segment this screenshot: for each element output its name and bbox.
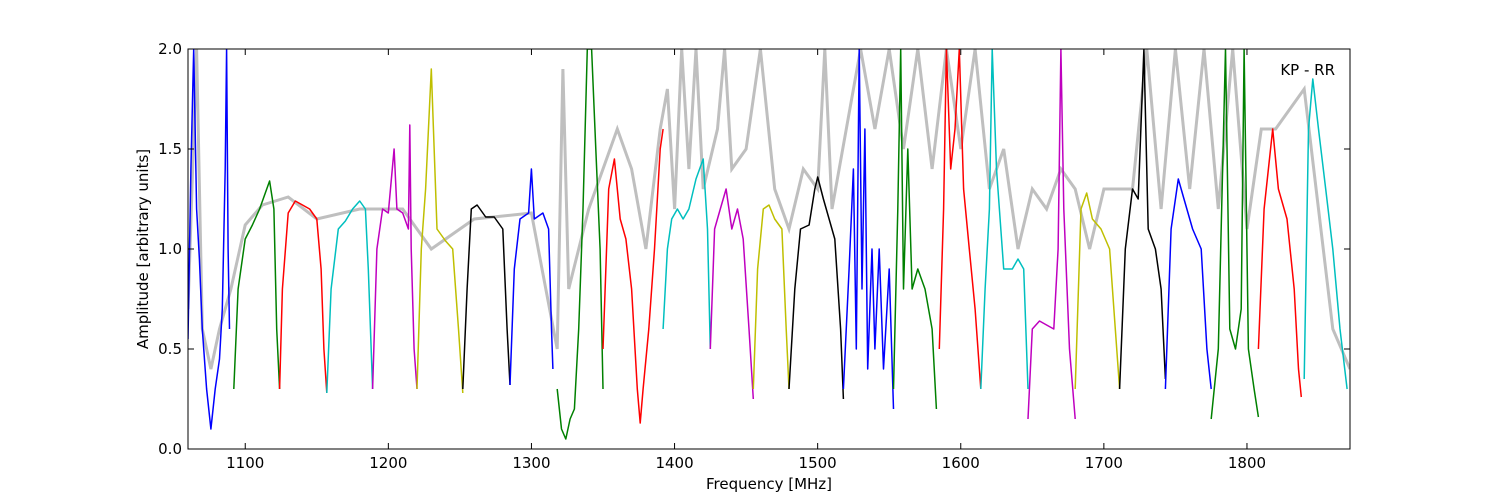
series-line-3 xyxy=(278,200,328,394)
chart-annotation: KP - RR xyxy=(1280,61,1335,79)
series-line-1 xyxy=(188,49,231,430)
series-line-15 xyxy=(842,49,895,410)
x-tick-label: 1400 xyxy=(655,454,693,472)
plot-area xyxy=(188,49,1350,440)
series-line-25 xyxy=(1303,78,1348,390)
series-line-14 xyxy=(788,176,845,400)
x-axis-label: Frequency [MHz] xyxy=(706,475,832,493)
y-tick-label: 0.5 xyxy=(158,340,182,358)
y-tick-label: 1.0 xyxy=(158,240,182,258)
series-line-20 xyxy=(1074,192,1121,390)
series-line-17 xyxy=(938,49,982,390)
x-tick-label: 1600 xyxy=(942,454,980,472)
series-line-9 xyxy=(556,49,604,440)
x-tick-label: 1200 xyxy=(369,454,407,472)
series-line-7 xyxy=(462,204,511,390)
background-series-line xyxy=(188,49,1350,370)
series-line-4 xyxy=(326,200,374,394)
series-line-24 xyxy=(1257,128,1303,398)
x-tick-label: 1500 xyxy=(799,454,837,472)
y-axis-label: Amplitude [arbitrary units] xyxy=(134,149,152,349)
series-line-8 xyxy=(509,168,554,386)
series-line-19 xyxy=(1027,49,1076,420)
series-line-16 xyxy=(892,49,938,410)
x-tick-label: 1800 xyxy=(1228,454,1266,472)
series-line-2 xyxy=(233,180,281,390)
x-tick-label: 1300 xyxy=(512,454,550,472)
series-line-18 xyxy=(980,49,1029,390)
x-tick-label: 1700 xyxy=(1085,454,1123,472)
y-tick-label: 1.5 xyxy=(158,140,182,158)
series-line-10 xyxy=(602,128,664,424)
series-line-6 xyxy=(416,68,464,394)
plot-frame xyxy=(187,48,1351,450)
x-tick-label: 1100 xyxy=(226,454,264,472)
series-line-23 xyxy=(1210,49,1260,420)
y-tick-label: 2.0 xyxy=(158,40,182,58)
axis-ticks: 1100 1200 1300 1400 1500 1600 1700 1800 0.0 0.5 1.… xyxy=(158,40,1350,472)
series-line-11 xyxy=(662,158,712,350)
series-line-13 xyxy=(752,204,790,390)
series-line-12 xyxy=(709,188,755,400)
y-tick-label: 0.0 xyxy=(158,440,182,458)
series-line-22 xyxy=(1164,178,1212,390)
series-line-21 xyxy=(1118,49,1167,390)
series-line-5 xyxy=(371,124,418,390)
